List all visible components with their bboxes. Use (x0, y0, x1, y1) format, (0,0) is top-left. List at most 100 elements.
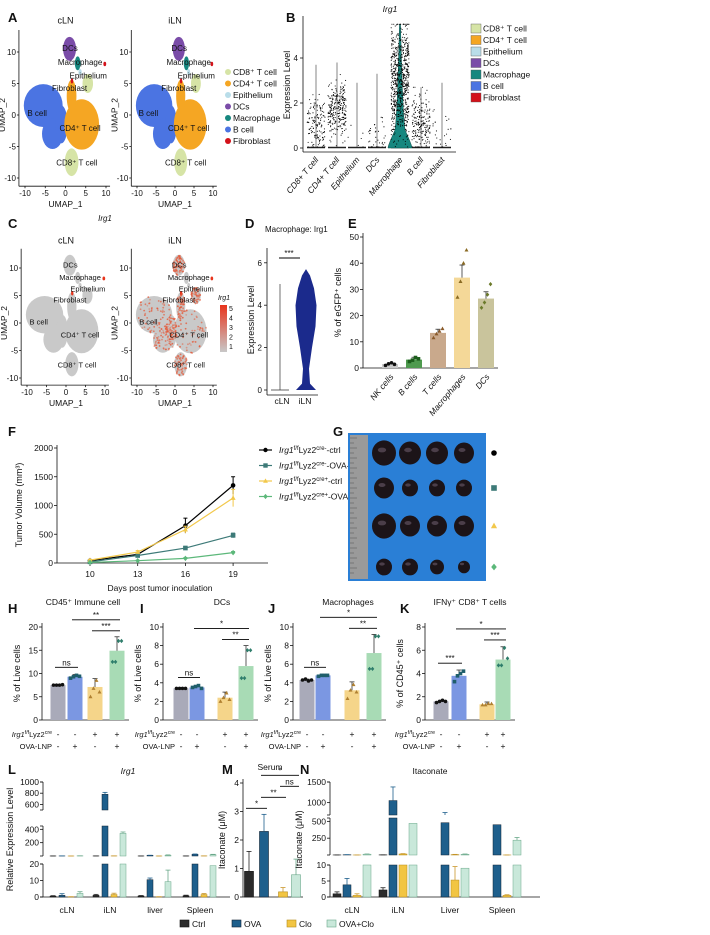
cell-dot (394, 95, 396, 97)
cell-dot (404, 109, 407, 111)
cell-dot (413, 102, 416, 104)
tumor (426, 441, 448, 465)
bar (67, 676, 83, 720)
cell-dot (407, 106, 409, 108)
cell-dot (310, 102, 312, 105)
cell-dot (403, 94, 405, 96)
cell-dot (337, 107, 339, 109)
expression-dot (179, 309, 182, 311)
legend-swatch (470, 23, 482, 34)
cell-dot (334, 92, 336, 94)
cell-dot (378, 146, 380, 148)
cell-dot (397, 34, 399, 36)
cell-dot (395, 59, 397, 62)
cell-dot (425, 132, 427, 134)
panel-label-e: E (348, 216, 357, 231)
expression-dot (153, 325, 156, 328)
genotype-row-label: Irg1f/fLyz2cre (12, 730, 52, 739)
cell-dot (396, 24, 398, 26)
ova-lnp-row-label: OVA-LNP (269, 742, 301, 751)
cell-dot (415, 120, 417, 122)
data-point (483, 702, 488, 707)
y-axis-label: Expression Level (246, 286, 256, 355)
y-tick-label: 10 (119, 48, 128, 57)
cell-dot (343, 118, 345, 121)
cell-dot (319, 122, 321, 124)
expression-dot (175, 333, 177, 336)
expression-dot (173, 364, 176, 367)
expression-dot (185, 309, 188, 312)
y-tick-label: 2 (258, 344, 263, 353)
cell-dot (402, 92, 404, 94)
cell-dot (443, 135, 446, 137)
cell-dot (392, 77, 394, 80)
condition-sign: + (73, 741, 78, 751)
expression-dot (193, 297, 196, 300)
cluster-bcell (165, 105, 177, 144)
cell-dot (392, 113, 394, 115)
expression-dot (158, 345, 161, 347)
cell-dot (399, 98, 401, 100)
cluster-dcs (63, 254, 77, 276)
cell-dot (390, 99, 392, 101)
data-point (190, 685, 195, 690)
cell-dot (323, 131, 326, 133)
bar-ova (101, 794, 109, 811)
cell-dot (313, 120, 315, 122)
cell-dot (335, 107, 337, 109)
cell-dot (416, 141, 418, 143)
cell-dot (394, 38, 396, 40)
cell-dot (333, 91, 335, 94)
y-tick-label: 2 (294, 99, 299, 108)
cell-dot (396, 106, 398, 108)
cluster-label: Fibroblast (162, 295, 196, 304)
cell-dot (399, 48, 401, 50)
expression-dot (185, 322, 188, 325)
expression-dot (193, 329, 196, 332)
cell-dot (331, 115, 333, 117)
bar-ova-clo (408, 823, 418, 856)
panel-label-f: F (8, 424, 16, 439)
cell-dot (402, 50, 404, 52)
cell-dot (398, 110, 400, 112)
tumor (376, 558, 392, 576)
cell-dot (399, 119, 401, 121)
data-point (183, 523, 188, 528)
tumor (454, 515, 474, 537)
gene-name: Irg1 (395, 730, 408, 739)
expression-dot (178, 373, 181, 376)
expression-dot (193, 289, 196, 292)
y-tick-label: 1500 (307, 777, 326, 787)
expression-dot (181, 362, 184, 365)
cell-dot (334, 102, 336, 104)
cell-dot (334, 103, 336, 105)
expression-dot (152, 321, 155, 324)
cell-dot (407, 50, 409, 52)
cell-dot (425, 128, 427, 130)
expression-dot (157, 335, 160, 338)
y-tick-label: 250 (312, 833, 326, 843)
cell-dot (403, 85, 405, 87)
cell-dot (421, 146, 423, 148)
cell-dot (416, 146, 418, 148)
cluster-epithelium (78, 282, 82, 289)
chart-title: Itaconate (413, 766, 448, 776)
data-point (486, 701, 491, 706)
cell-dot (426, 111, 428, 113)
expression-dot (198, 328, 201, 331)
cell-dot (318, 139, 320, 141)
expression-dot (201, 330, 204, 332)
expression-dot (199, 299, 201, 301)
tumor (456, 479, 472, 497)
expression-dot (177, 369, 180, 372)
cell-dot (425, 106, 428, 108)
bar-ova-clo (209, 854, 217, 857)
cell-dot (318, 130, 320, 132)
legend-label: OVA (244, 919, 262, 929)
cluster-cd8tcell (82, 74, 94, 93)
cell-dot (344, 108, 346, 110)
cluster-fibroblast (210, 61, 214, 67)
cell-dot (406, 108, 408, 110)
y-tick-label: 6 (258, 259, 263, 268)
y-tick-label: 0 (284, 715, 289, 725)
